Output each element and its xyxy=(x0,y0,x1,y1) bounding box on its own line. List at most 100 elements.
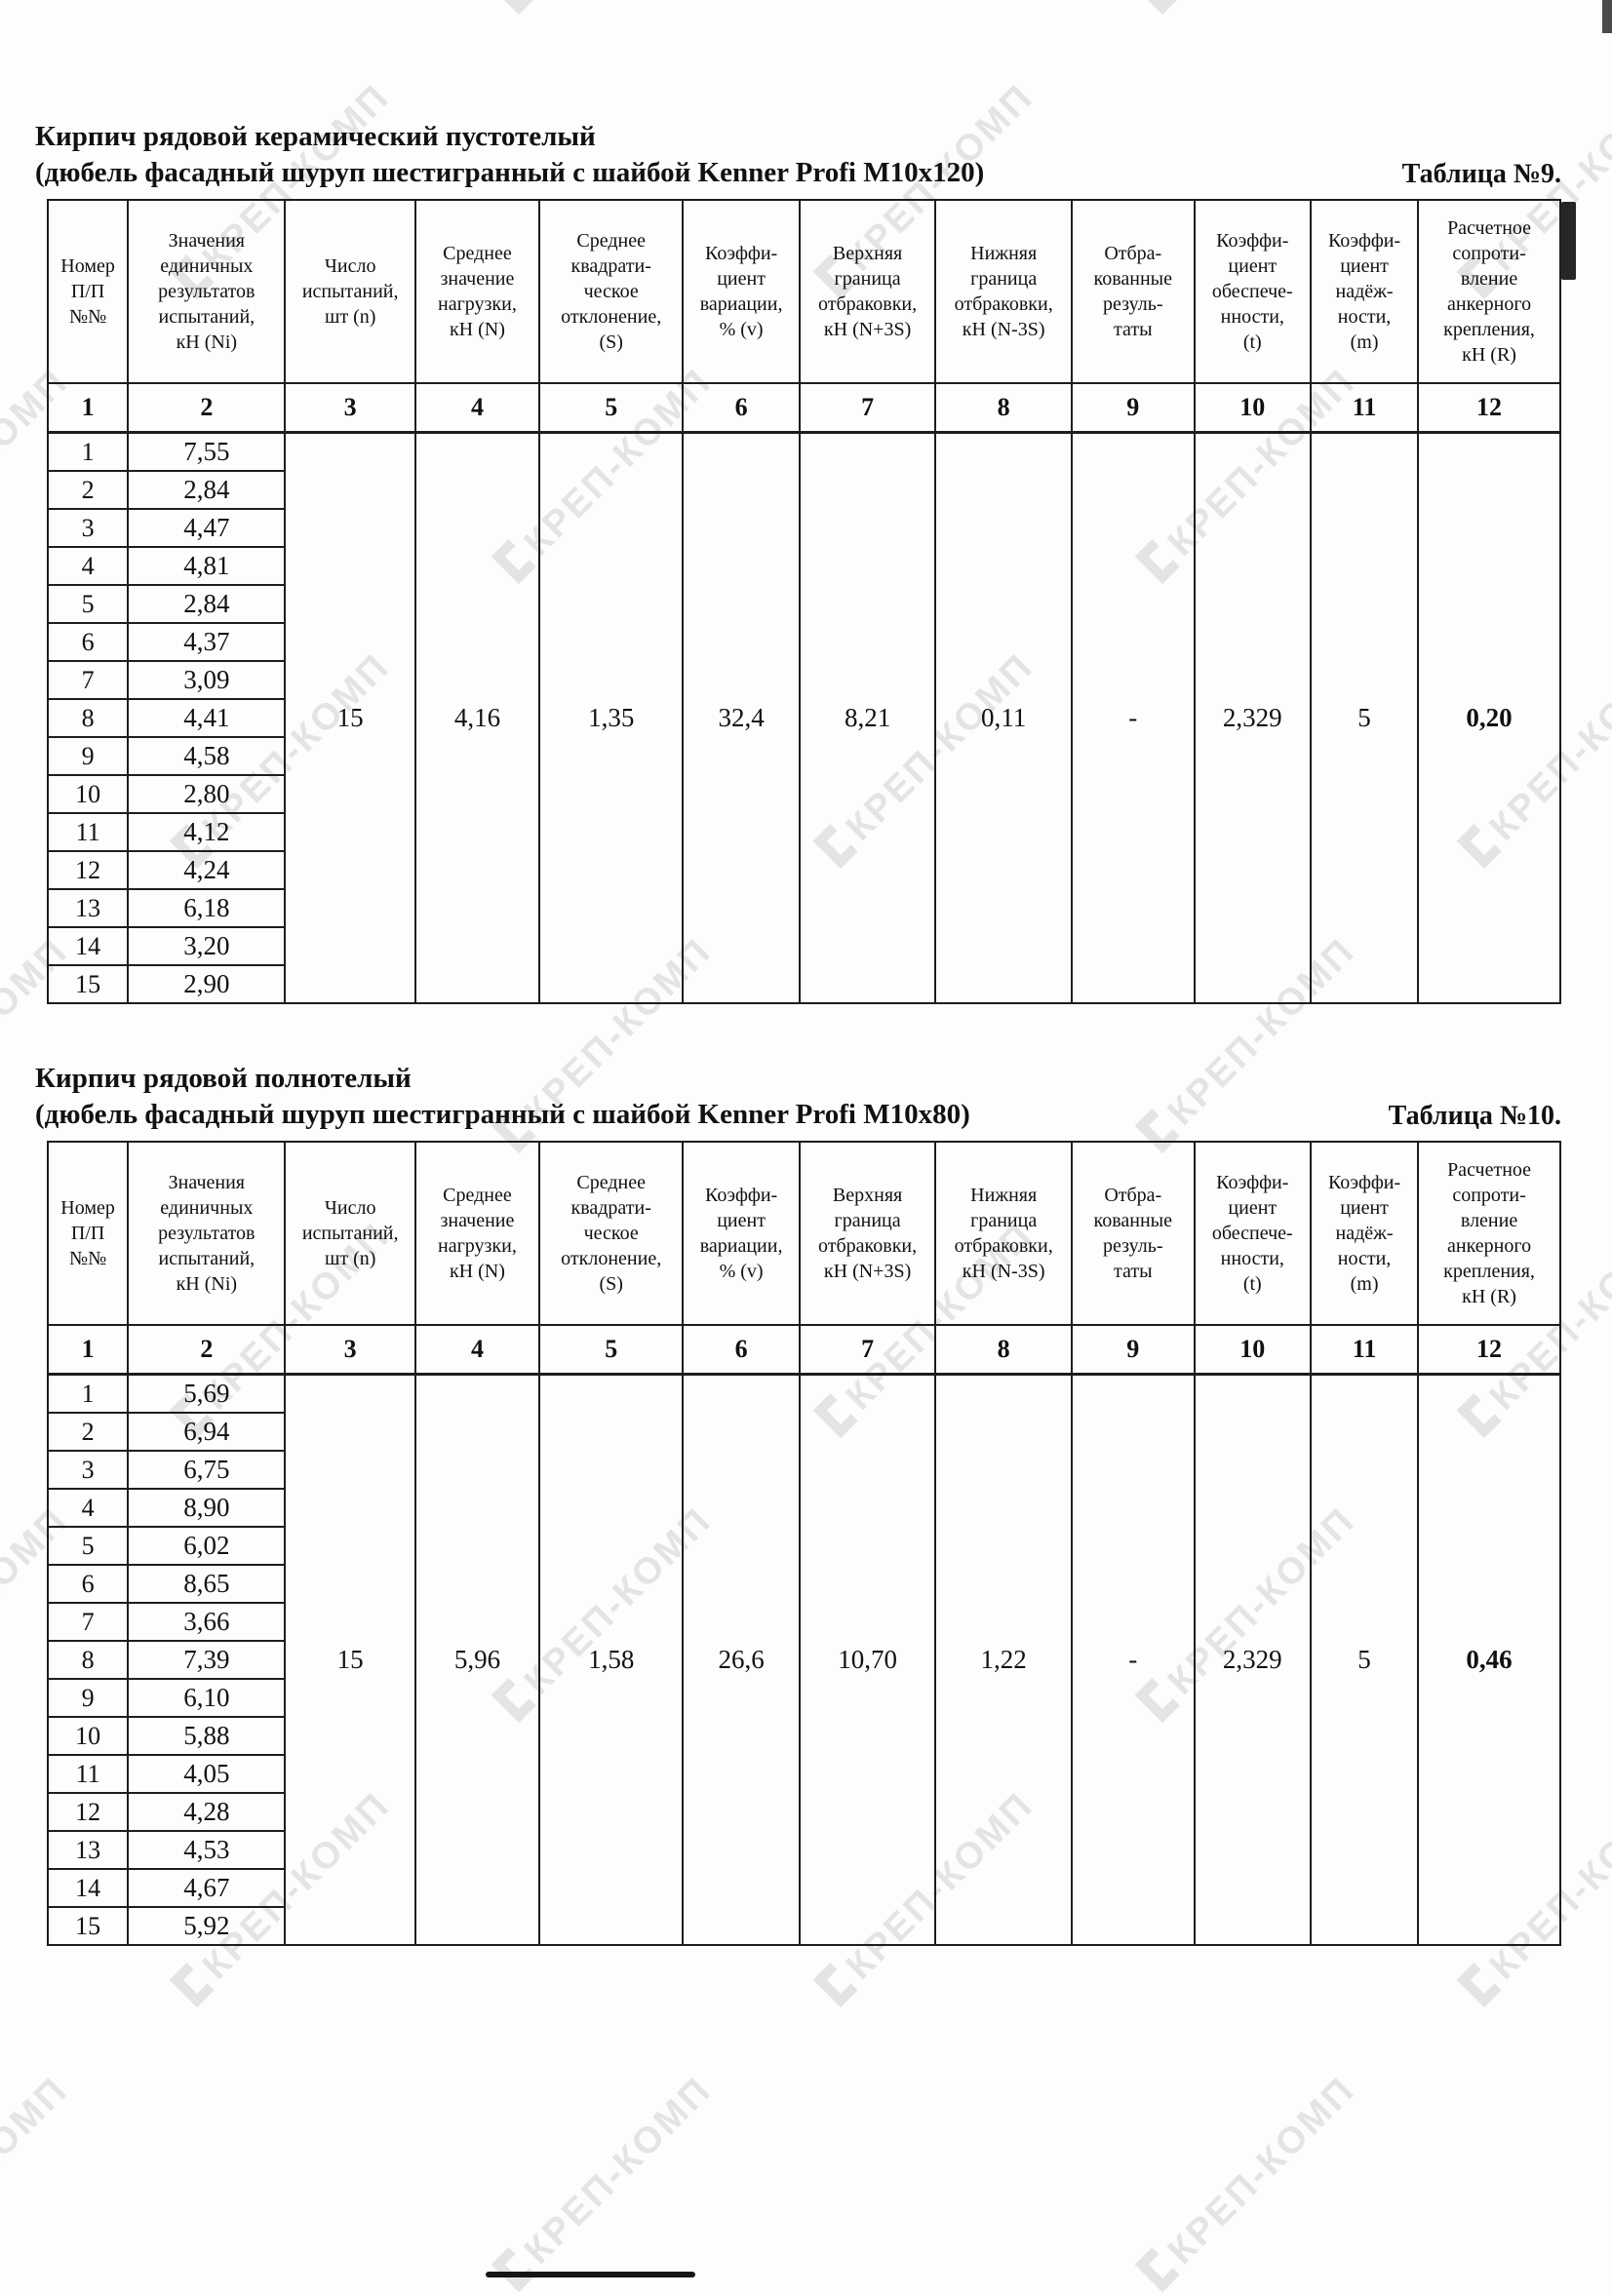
watermark-text: КРЕП-КОМП xyxy=(491,2067,721,2296)
column-number: 4 xyxy=(413,1324,541,1376)
table-row: 9 4,58 xyxy=(46,736,1560,776)
summary-cell: - xyxy=(1070,431,1196,1004)
row-number-cell: 15 xyxy=(46,964,130,1004)
result-value-cell: 8,90 xyxy=(127,1488,287,1528)
result-value-cell: 8,65 xyxy=(127,1564,287,1604)
summary-cell: 8,21 xyxy=(798,431,937,1004)
result-value-cell: 4,58 xyxy=(127,736,287,776)
summary-cell: 15 xyxy=(284,1373,416,1946)
column-number: 3 xyxy=(284,1324,416,1376)
table-row: 4 8,90 xyxy=(46,1488,1560,1528)
row-number-cell: 13 xyxy=(46,1830,130,1870)
row-number-cell: 7 xyxy=(46,660,130,700)
row-number-cell: 4 xyxy=(46,546,130,586)
table-row: 3 4,47 xyxy=(46,508,1560,548)
column-number: 8 xyxy=(934,382,1073,434)
section-9-title: Кирпич рядовой керамический пустотелый (… xyxy=(35,119,984,191)
column-header: Номер П/П №№ xyxy=(46,1141,130,1326)
document-page: Кирпич рядовой керамический пустотелый (… xyxy=(35,0,1561,1946)
column-header: Значения единичных результатов испытаний… xyxy=(127,1141,287,1326)
result-value-cell: 3,20 xyxy=(127,926,287,966)
column-header: Число испытаний, шт (n) xyxy=(284,199,416,384)
summary-cell: 1,58 xyxy=(538,1373,685,1946)
krep-komp-logo-icon xyxy=(491,2247,536,2293)
title-line-2: (дюбель фасадный шуруп шестигранный с ша… xyxy=(35,1099,970,1130)
test-results-table-10: Номер П/П №№ Значения единичных результат… xyxy=(46,1141,1561,1946)
result-value-cell: 2,90 xyxy=(127,964,287,1004)
row-number-cell: 9 xyxy=(46,736,130,776)
table-row: 9 6,10 xyxy=(46,1678,1560,1718)
column-number: 6 xyxy=(682,1324,801,1376)
column-number: 5 xyxy=(538,382,685,434)
result-value-cell: 3,09 xyxy=(127,660,287,700)
column-number: 4 xyxy=(413,382,541,434)
row-number-cell: 5 xyxy=(46,1526,130,1566)
result-value-cell: 6,02 xyxy=(127,1526,287,1566)
column-number: 9 xyxy=(1070,382,1196,434)
summary-cell: 4,16 xyxy=(413,431,541,1004)
row-number-cell: 15 xyxy=(46,1906,130,1946)
row-number-cell: 13 xyxy=(46,888,130,928)
scan-artifact xyxy=(1561,202,1576,280)
result-value-cell: 4,05 xyxy=(127,1754,287,1794)
section-10-title: Кирпич рядовой полнотелый (дюбель фасадн… xyxy=(35,1061,970,1133)
krep-komp-logo-icon xyxy=(1134,2247,1180,2293)
column-header: Коэффи- циент вариации, % (v) xyxy=(682,199,801,384)
row-number-cell: 3 xyxy=(46,508,130,548)
result-value-cell: 4,24 xyxy=(127,850,287,890)
column-number: 7 xyxy=(798,382,937,434)
column-header: Расчетное сопроти- вление анкерного креп… xyxy=(1417,199,1561,384)
column-header: Среднее значение нагрузки, кН (N) xyxy=(413,199,541,384)
column-number: 12 xyxy=(1417,1324,1561,1376)
table-row: 5 6,02 xyxy=(46,1526,1560,1566)
table-row: 2 2,84 xyxy=(46,470,1560,510)
column-header: Коэффи- циент вариации, % (v) xyxy=(682,1141,801,1326)
result-value-cell: 4,53 xyxy=(127,1830,287,1870)
summary-cell: 5 xyxy=(1309,1373,1420,1946)
column-number: 5 xyxy=(538,1324,685,1376)
column-number: 8 xyxy=(934,1324,1073,1376)
header-row: Номер П/П №№ Значения единичных результат… xyxy=(46,199,1561,384)
row-number-cell: 2 xyxy=(46,1412,130,1452)
summary-cell: - xyxy=(1070,1373,1196,1946)
column-number-row: 1 2 3 4 5 6 7 8 9 10 11 12 xyxy=(46,1324,1561,1376)
column-header: Коэффи- циент надёж- ности, (m) xyxy=(1309,199,1420,384)
summary-cell: 10,70 xyxy=(798,1373,937,1946)
table-row: 7 3,09 xyxy=(46,660,1560,700)
row-number-cell: 7 xyxy=(46,1602,130,1642)
column-header: Среднее квадрати- ческое отклонение, (S) xyxy=(538,1141,685,1326)
summary-cell: 1,35 xyxy=(538,431,685,1004)
table-row: 4 4,81 xyxy=(46,546,1560,586)
row-number-cell: 6 xyxy=(46,1564,130,1604)
summary-cell: 5 xyxy=(1309,431,1420,1004)
summary-cell: 26,6 xyxy=(682,1373,801,1946)
table-row: 2 6,94 xyxy=(46,1412,1560,1452)
watermark-text: КРЕП-КОМП xyxy=(0,2069,77,2273)
column-header: Верхняя граница отбраковки, кН (N+3S) xyxy=(798,199,937,384)
column-header: Расчетное сопроти- вление анкерного креп… xyxy=(1417,1141,1561,1326)
table-row: 6 4,37 xyxy=(46,622,1560,662)
column-number: 9 xyxy=(1070,1324,1196,1376)
result-value-cell: 4,67 xyxy=(127,1868,287,1908)
result-value-cell: 4,28 xyxy=(127,1792,287,1832)
column-number: 11 xyxy=(1309,382,1420,434)
summary-cell: 0,46 xyxy=(1417,1373,1561,1946)
table-row: 13 4,53 xyxy=(46,1830,1560,1870)
column-header: Коэффи- циент обеспече- нности, (t) xyxy=(1193,199,1313,384)
table-row: 8 4,41 xyxy=(46,698,1560,738)
row-number-cell: 2 xyxy=(46,470,130,510)
scan-artifact xyxy=(486,2272,695,2277)
result-value-cell: 2,84 xyxy=(127,470,287,510)
row-number-cell: 10 xyxy=(46,774,130,814)
row-number-cell: 6 xyxy=(46,622,130,662)
krep-komp-logo-icon xyxy=(169,1963,215,2008)
title-line-2: (дюбель фасадный шуруп шестигранный с ша… xyxy=(35,157,985,188)
column-number-row: 1 2 3 4 5 6 7 8 9 10 11 12 xyxy=(46,382,1561,434)
column-header: Среднее квадрати- ческое отклонение, (S) xyxy=(538,199,685,384)
column-number: 1 xyxy=(46,382,130,434)
table-row: 5 2,84 xyxy=(46,584,1560,624)
column-number: 11 xyxy=(1309,1324,1420,1376)
result-value-cell: 7,55 xyxy=(127,431,287,472)
table-row: 15 2,90 xyxy=(46,964,1560,1004)
summary-cell: 32,4 xyxy=(682,431,801,1004)
